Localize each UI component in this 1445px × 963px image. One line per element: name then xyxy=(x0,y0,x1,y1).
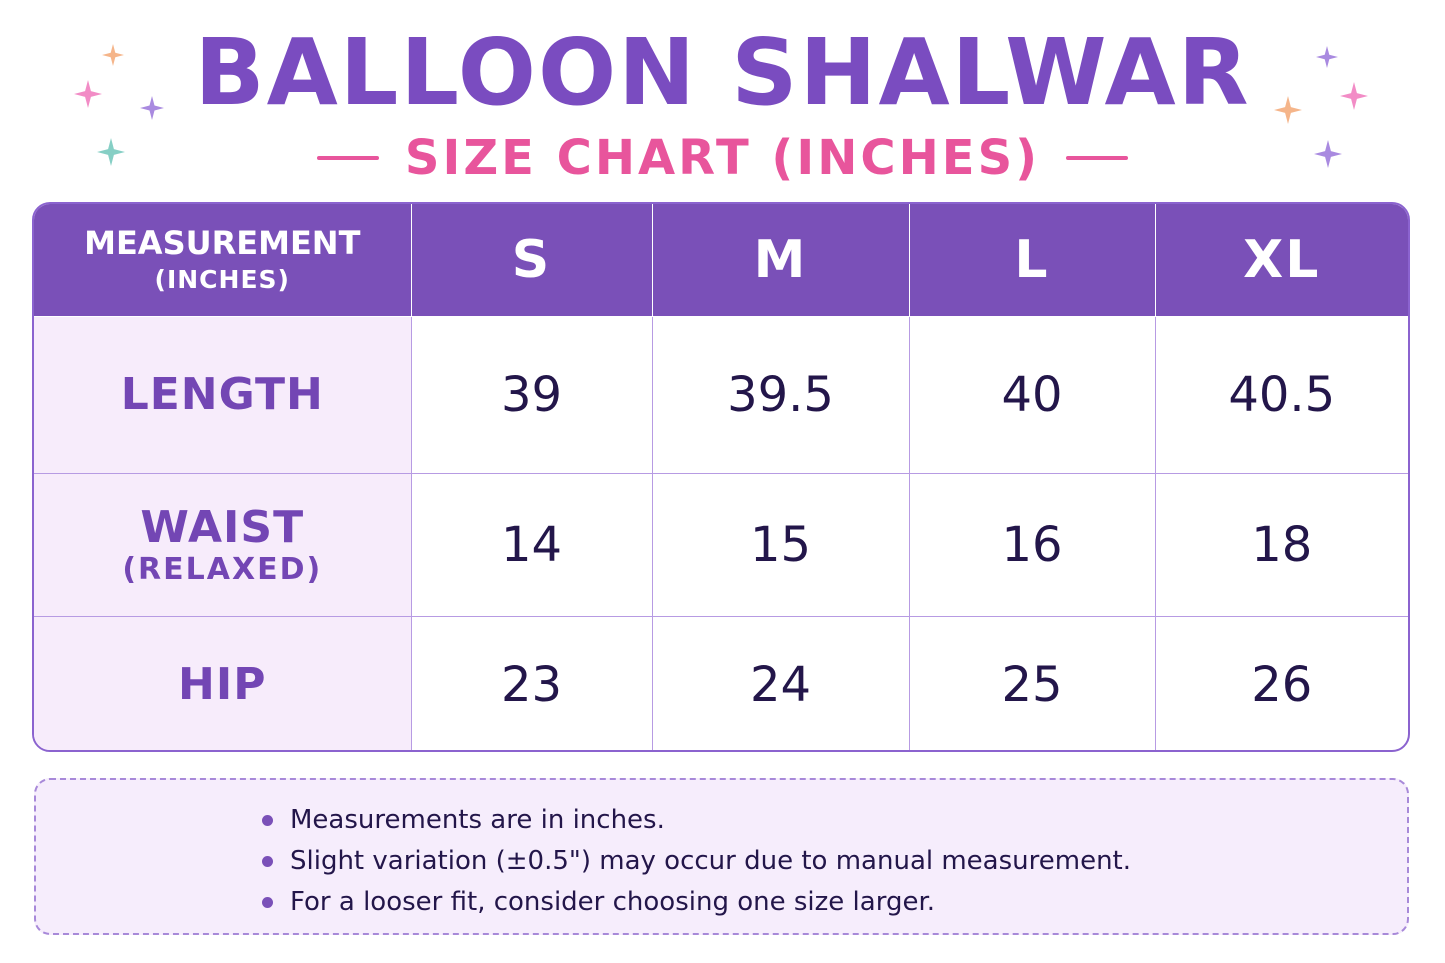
notes-list: Measurements are in inches. Slight varia… xyxy=(262,800,1131,923)
subtitle-divider-left xyxy=(316,156,379,160)
table-cell: 25 xyxy=(908,616,1156,750)
table-cell: 26 xyxy=(1154,616,1408,750)
list-item: Slight variation (±0.5") may occur due t… xyxy=(262,841,1131,882)
row-label-text: HIP xyxy=(178,659,267,710)
row-label-length: LENGTH xyxy=(34,316,412,474)
table-cell: 18 xyxy=(1154,473,1408,617)
size-header-xl: XL xyxy=(1154,204,1408,317)
subtitle-divider-right xyxy=(1066,156,1129,160)
sparkle-icon xyxy=(74,80,102,108)
row-label-waist: WAIST (RELAXED) xyxy=(34,473,412,617)
notes-box: Measurements are in inches. Slight varia… xyxy=(34,778,1409,935)
table-cell: 39 xyxy=(410,316,653,474)
row-label-subtext: (RELAXED) xyxy=(122,552,323,587)
table-row-length: LENGTH 39 39.5 40 40.5 xyxy=(34,316,1408,474)
table-cell: 39.5 xyxy=(651,316,910,474)
table-header-row: MEASUREMENT (INCHES) S M L XL xyxy=(34,204,1408,317)
measurement-header-label: MEASUREMENT xyxy=(84,224,361,262)
sparkle-icon xyxy=(102,44,124,66)
sparkle-icon xyxy=(1274,96,1302,124)
measurement-header-unit: (INCHES) xyxy=(154,265,290,294)
size-chart-table: MEASUREMENT (INCHES) S M L XL LENGTH 39 … xyxy=(32,202,1410,752)
bullet-icon xyxy=(262,897,273,908)
list-item: For a looser fit, consider choosing one … xyxy=(262,882,1131,923)
table-row-hip: HIP 23 24 25 26 xyxy=(34,616,1408,750)
sparkle-icon xyxy=(1316,46,1338,68)
sparkle-icon xyxy=(1340,82,1368,110)
note-text: Measurements are in inches. xyxy=(290,805,665,835)
bullet-icon xyxy=(262,815,273,826)
row-label-text: WAIST xyxy=(140,502,305,553)
subtitle-row: SIZE CHART (INCHES) xyxy=(0,128,1445,188)
row-label-hip: HIP xyxy=(34,616,412,750)
size-header-s: S xyxy=(410,204,653,317)
size-header-m: M xyxy=(651,204,910,317)
table-cell: 40.5 xyxy=(1154,316,1408,474)
table-row-waist: WAIST (RELAXED) 14 15 16 18 xyxy=(34,473,1408,617)
table-cell: 40 xyxy=(908,316,1156,474)
measurement-column-header: MEASUREMENT (INCHES) xyxy=(34,204,412,317)
table-cell: 14 xyxy=(410,473,653,617)
page-subtitle: SIZE CHART (INCHES) xyxy=(404,130,1041,186)
sparkle-icon xyxy=(1314,140,1342,168)
row-label-text: LENGTH xyxy=(120,369,324,420)
note-text: Slight variation (±0.5") may occur due t… xyxy=(290,846,1132,876)
bullet-icon xyxy=(262,856,273,867)
sparkle-icon xyxy=(97,138,125,166)
table-cell: 15 xyxy=(651,473,910,617)
table-cell: 24 xyxy=(651,616,910,750)
page-title: BALLOON SHALWAR xyxy=(194,19,1251,126)
table-cell: 23 xyxy=(410,616,653,750)
list-item: Measurements are in inches. xyxy=(262,800,1131,841)
table-cell: 16 xyxy=(908,473,1156,617)
size-header-l: L xyxy=(908,204,1156,317)
sparkle-icon xyxy=(140,96,164,120)
note-text: For a looser fit, consider choosing one … xyxy=(290,887,936,917)
